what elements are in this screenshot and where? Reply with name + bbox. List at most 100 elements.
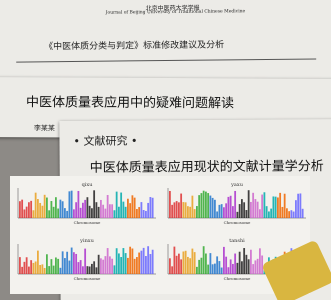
signal-stripe xyxy=(196,206,198,218)
signal-stripe xyxy=(120,193,122,218)
signal-stripe xyxy=(152,198,154,218)
signal-stripe xyxy=(114,265,116,274)
photo: 北京中医药大学学报 Journal of Beijing University … xyxy=(0,0,331,300)
signal-stripe xyxy=(230,259,232,274)
signal-stripe xyxy=(185,202,187,218)
signal-stripe xyxy=(178,254,180,274)
signal-stripe xyxy=(44,268,46,274)
plot-label: yaxu xyxy=(230,182,244,188)
signal-stripe xyxy=(102,260,104,274)
signal-stripe xyxy=(24,209,26,218)
signal-stripe xyxy=(277,197,279,218)
signal-stripe xyxy=(268,211,270,218)
signal-stripe xyxy=(53,207,55,218)
signal-stripe xyxy=(214,200,216,218)
signal-stripe xyxy=(19,257,21,274)
signal-stripe xyxy=(223,247,225,274)
signal-stripe xyxy=(270,209,272,218)
signal-stripe xyxy=(169,191,171,218)
signal-stripe xyxy=(219,261,221,274)
signal-stripe xyxy=(252,193,254,218)
signal-stripe xyxy=(239,252,241,274)
signal-stripe xyxy=(185,251,187,274)
signal-stripe xyxy=(221,268,223,274)
signal-stripe xyxy=(246,255,248,274)
signal-stripe xyxy=(187,257,189,274)
signal-stripe xyxy=(178,202,180,218)
signal-stripe xyxy=(33,263,35,274)
signal-stripe xyxy=(75,254,77,274)
signal-stripe xyxy=(192,249,194,274)
signal-stripe xyxy=(201,193,203,218)
signal-stripe xyxy=(150,197,152,218)
signal-stripe xyxy=(141,251,143,274)
signal-stripe xyxy=(180,259,182,274)
signal-stripe xyxy=(266,206,268,218)
signal-stripe xyxy=(132,249,134,274)
signal-stripe xyxy=(80,260,82,274)
signal-stripe xyxy=(57,259,59,274)
signal-stripe xyxy=(228,197,230,218)
signal-stripe xyxy=(189,258,191,274)
signal-stripe xyxy=(107,195,109,218)
signal-stripe xyxy=(279,193,281,218)
signal-stripe xyxy=(273,196,275,218)
signal-stripe xyxy=(132,195,134,218)
signal-stripe xyxy=(60,200,62,218)
signal-stripe xyxy=(129,203,131,218)
signal-stripe xyxy=(225,257,227,274)
signal-stripe xyxy=(118,253,120,274)
signal-stripe xyxy=(127,199,129,218)
signal-stripe xyxy=(255,199,257,218)
signal-stripe xyxy=(243,248,245,274)
signal-stripe xyxy=(89,266,91,274)
signal-stripe xyxy=(205,254,207,274)
signal-stripe xyxy=(183,202,185,218)
signal-stripe xyxy=(243,202,245,218)
signal-stripe xyxy=(176,201,178,218)
signal-stripe xyxy=(300,193,302,218)
signal-stripe xyxy=(37,199,39,218)
plot-label: yinxu xyxy=(79,238,94,244)
signal-stripe xyxy=(66,211,68,218)
signal-stripe xyxy=(201,258,203,274)
signal-stripe xyxy=(250,202,252,218)
signal-stripe xyxy=(53,266,55,274)
signal-stripe xyxy=(82,266,84,274)
signal-stripe xyxy=(123,202,125,218)
signal-stripe xyxy=(69,191,71,218)
signal-stripe xyxy=(237,263,239,274)
signal-stripe xyxy=(248,259,250,274)
signal-stripe xyxy=(69,261,71,274)
signal-stripe xyxy=(259,248,261,274)
signal-stripe xyxy=(114,210,116,218)
signal-stripe xyxy=(221,204,223,218)
axis-label: Chromosome xyxy=(224,276,251,281)
signal-stripe xyxy=(64,258,66,274)
signal-stripe xyxy=(250,250,252,274)
signal-stripe xyxy=(37,251,39,274)
signal-stripe xyxy=(219,205,221,218)
signal-stripe xyxy=(33,210,35,218)
signal-stripe xyxy=(288,211,290,218)
signal-stripe xyxy=(252,264,254,274)
signal-stripe xyxy=(255,260,257,274)
signal-stripe xyxy=(216,211,218,218)
signal-stripe xyxy=(21,267,23,274)
signal-stripe xyxy=(42,206,44,218)
signal-stripe xyxy=(214,264,216,274)
signal-stripe xyxy=(147,246,149,274)
signal-stripe xyxy=(223,207,225,218)
signal-stripe xyxy=(35,261,37,274)
signal-stripe xyxy=(232,206,234,218)
signal-stripe xyxy=(205,192,207,218)
signal-stripe xyxy=(35,193,37,218)
signal-stripe xyxy=(91,264,93,274)
signal-stripe xyxy=(89,206,91,218)
signal-stripe xyxy=(196,267,198,274)
signal-stripe xyxy=(259,209,261,218)
signal-stripe xyxy=(78,262,80,274)
signal-stripe xyxy=(234,254,236,274)
plot-label: qixu xyxy=(82,182,94,188)
signal-stripe xyxy=(125,253,127,274)
